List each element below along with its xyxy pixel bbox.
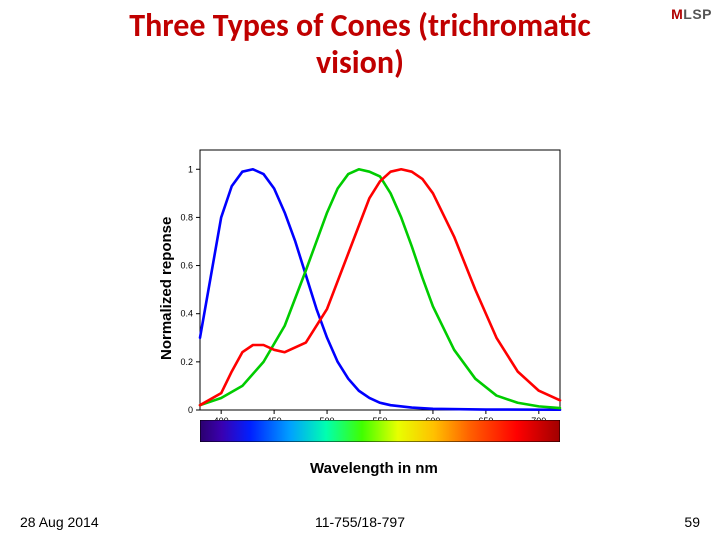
slide-title: Three Types of Cones (trichromatic visio…: [0, 8, 720, 82]
svg-text:0.4: 0.4: [180, 309, 193, 319]
slide-root: Three Types of Cones (trichromatic visio…: [0, 0, 720, 540]
footer-course: 11-755/18-797: [0, 514, 720, 530]
svg-text:0.8: 0.8: [180, 212, 193, 222]
logo-rest: LSP: [683, 6, 712, 22]
svg-text:0.2: 0.2: [180, 357, 193, 367]
chart-container: 40045050055060065070000.20.40.60.81: [160, 144, 566, 434]
cone-response-chart: 40045050055060065070000.20.40.60.81: [160, 144, 566, 434]
title-line2: vision): [316, 43, 404, 82]
mlsp-logo: MLSP: [671, 6, 712, 22]
title-line1: Three Types of Cones (trichromatic: [129, 6, 590, 45]
footer-page: 59: [684, 514, 700, 530]
spectrum-bar: [200, 420, 560, 442]
x-axis-label: Wavelength in nm: [310, 460, 438, 477]
logo-m-letter: M: [671, 6, 683, 22]
svg-text:1: 1: [188, 164, 193, 174]
spectrum-container: [200, 420, 560, 442]
svg-text:0.6: 0.6: [180, 261, 193, 271]
svg-text:0: 0: [188, 405, 193, 415]
